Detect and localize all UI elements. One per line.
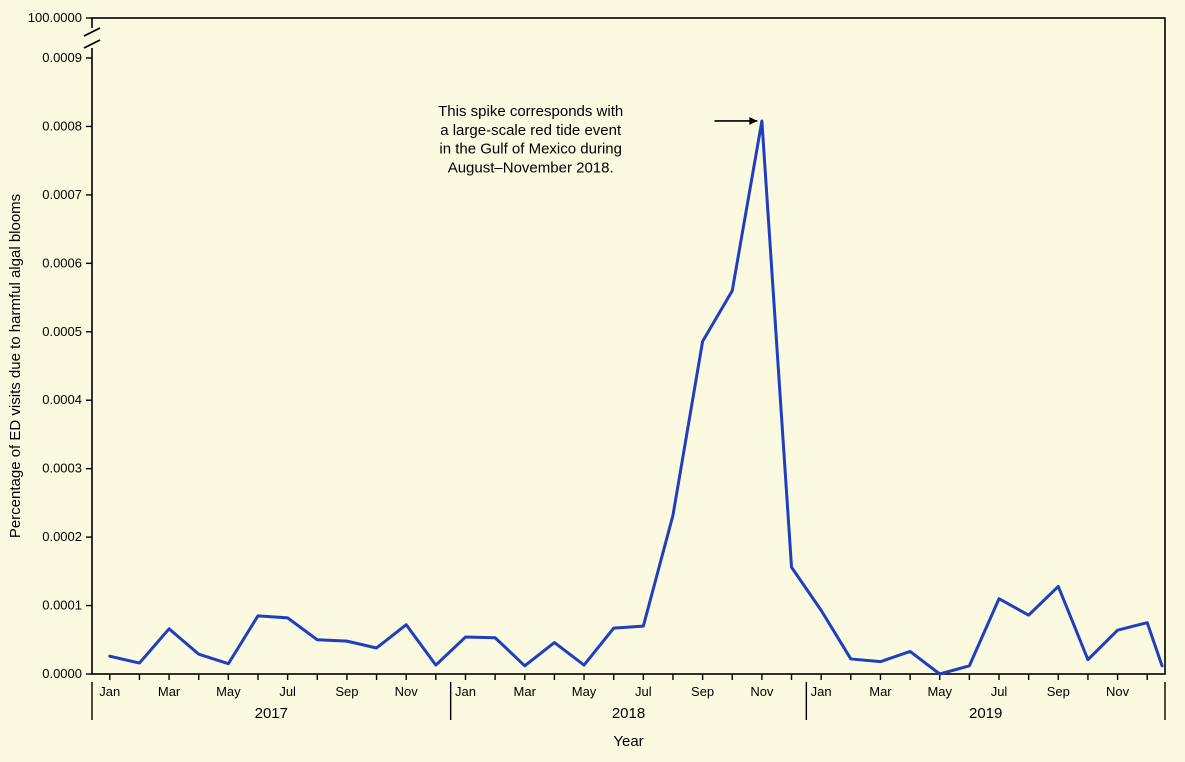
- y-tick-label: 0.0004: [42, 392, 82, 407]
- x-tick-label: Jan: [811, 684, 832, 699]
- y-tick-label: 0.0000: [42, 666, 82, 681]
- x-year-label: 2018: [612, 705, 645, 722]
- x-axis-title: Year: [613, 733, 643, 750]
- x-tick-label: Sep: [1047, 684, 1070, 699]
- x-tick-label: Jul: [279, 684, 296, 699]
- y-tick-label: 0.0007: [42, 187, 82, 202]
- x-tick-label: Mar: [514, 684, 537, 699]
- x-year-label: 2019: [969, 705, 1002, 722]
- y-tick-label: 0.0009: [42, 50, 82, 65]
- annotation-text-line: a large-scale red tide event: [440, 122, 622, 139]
- x-tick-label: Jan: [455, 684, 476, 699]
- x-tick-label: Mar: [158, 684, 181, 699]
- x-tick-label: Jul: [991, 684, 1008, 699]
- y-tick-label: 0.0008: [42, 118, 82, 133]
- y-axis-title: Percentage of ED visits due to harmful a…: [7, 194, 24, 538]
- x-tick-label: Jan: [99, 684, 120, 699]
- x-tick-label: Sep: [691, 684, 714, 699]
- y-tick-label: 0.0002: [42, 529, 82, 544]
- y-tick-label: 0.0001: [42, 598, 82, 613]
- x-tick-label: May: [216, 684, 241, 699]
- x-tick-label: May: [572, 684, 597, 699]
- y-tick-label: 0.0005: [42, 324, 82, 339]
- x-tick-label: Mar: [869, 684, 892, 699]
- annotation-text-line: This spike corresponds with: [438, 103, 623, 120]
- line-chart-svg: 0.0000 0.0001 0.0002 0.0003 0.0004 0.0005 0.00…: [0, 0, 1185, 762]
- chart-container: 0.0000 0.0001 0.0002 0.0003 0.0004 0.0005 0.00…: [0, 0, 1185, 762]
- x-tick-label: Sep: [335, 684, 358, 699]
- x-tick-label: May: [927, 684, 952, 699]
- x-tick-label: Nov: [1106, 684, 1130, 699]
- annotation-text-line: in the Gulf of Mexico during: [439, 141, 622, 158]
- y-tick-label: 0.0006: [42, 255, 82, 270]
- x-tick-label: Nov: [750, 684, 774, 699]
- x-tick-label: Jul: [635, 684, 652, 699]
- y-broken-axis-label: 100.0000: [28, 10, 82, 25]
- x-tick-label: Nov: [395, 684, 419, 699]
- y-tick-label: 0.0003: [42, 461, 82, 476]
- annotation-text-line: August–November 2018.: [448, 159, 614, 176]
- x-year-label: 2017: [255, 705, 288, 722]
